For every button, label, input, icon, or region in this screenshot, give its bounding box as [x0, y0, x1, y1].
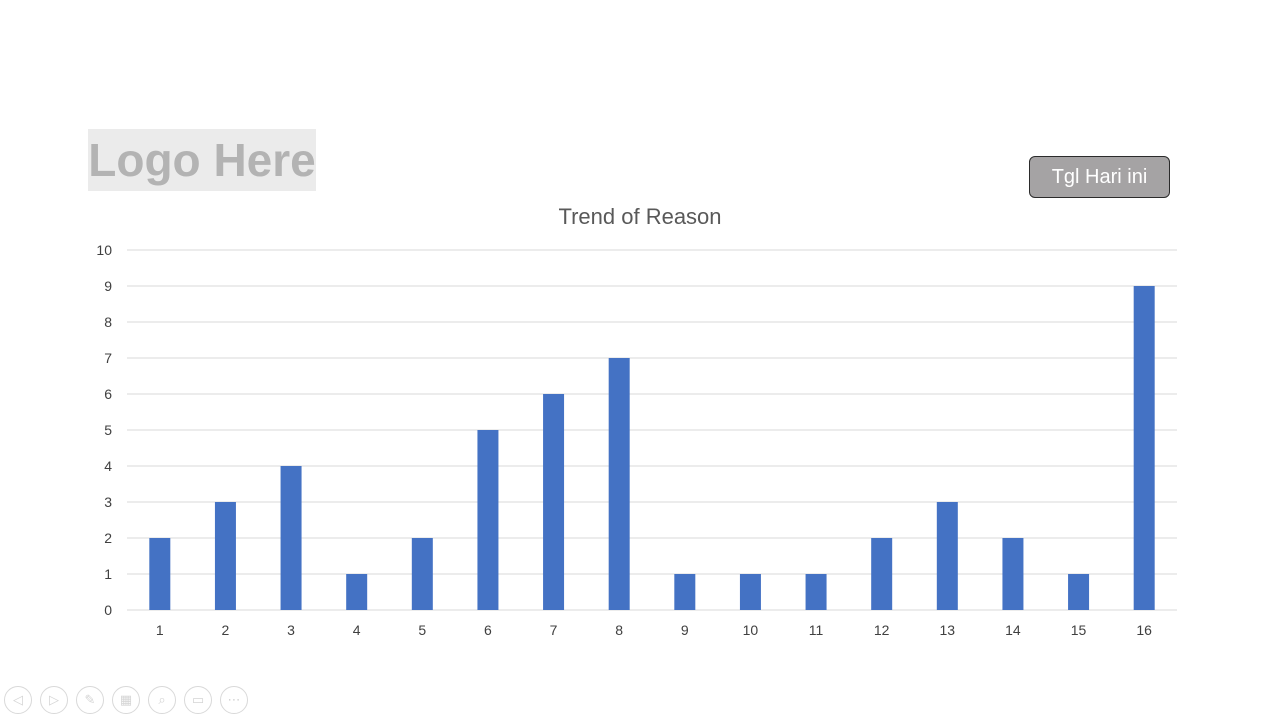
x-tick-label: 16 — [1136, 622, 1152, 638]
bar-2 — [214, 502, 236, 610]
x-tick-label: 3 — [287, 622, 295, 638]
x-tick-label: 13 — [940, 622, 956, 638]
y-tick-label: 5 — [104, 422, 112, 438]
slideshow-toolbar: ◁ ▷ ✎ ▦ ⌕ ▭ ⋯ — [4, 686, 248, 714]
x-tick-label: 14 — [1005, 622, 1021, 638]
bar-8 — [608, 358, 630, 610]
bar-13 — [936, 502, 958, 610]
bar-14 — [1002, 538, 1024, 610]
bar-12 — [871, 538, 893, 610]
y-tick-label: 10 — [96, 242, 112, 258]
bar-4 — [346, 574, 368, 610]
bar-6 — [477, 430, 499, 610]
bar-10 — [739, 574, 761, 610]
chart-title: Trend of Reason — [558, 204, 722, 229]
x-tick-label: 9 — [681, 622, 689, 638]
bar-1 — [149, 538, 171, 610]
x-tick-label: 1 — [156, 622, 164, 638]
x-tick-label: 11 — [809, 622, 824, 638]
x-tick-label: 15 — [1071, 622, 1087, 638]
bar-9 — [674, 574, 696, 610]
x-tick-label: 5 — [418, 622, 426, 638]
x-tick-label: 10 — [743, 622, 759, 638]
y-tick-label: 1 — [104, 566, 112, 582]
bar-11 — [805, 574, 827, 610]
previous-icon[interactable]: ◁ — [4, 686, 32, 714]
x-tick-label: 7 — [550, 622, 558, 638]
bar-5 — [411, 538, 433, 610]
x-tick-label: 6 — [484, 622, 492, 638]
next-icon[interactable]: ▷ — [40, 686, 68, 714]
pen-icon[interactable]: ✎ — [76, 686, 104, 714]
date-button[interactable]: Tgl Hari ini — [1029, 156, 1170, 198]
bar-3 — [280, 466, 302, 610]
logo-placeholder: Logo Here — [88, 129, 316, 191]
y-tick-label: 4 — [104, 458, 112, 474]
subtitles-icon[interactable]: ▭ — [184, 686, 212, 714]
bar-16 — [1133, 286, 1155, 610]
zoom-icon[interactable]: ⌕ — [148, 686, 176, 714]
x-tick-label: 12 — [874, 622, 890, 638]
slides-icon[interactable]: ▦ — [112, 686, 140, 714]
y-tick-label: 3 — [104, 494, 112, 510]
y-tick-label: 2 — [104, 530, 112, 546]
y-tick-label: 8 — [104, 314, 112, 330]
bar-15 — [1068, 574, 1090, 610]
more-icon[interactable]: ⋯ — [220, 686, 248, 714]
y-tick-label: 0 — [104, 602, 112, 618]
y-tick-label: 9 — [104, 278, 112, 294]
x-tick-label: 8 — [615, 622, 623, 638]
x-tick-label: 2 — [222, 622, 230, 638]
y-tick-label: 7 — [104, 350, 112, 366]
bar-7 — [543, 394, 565, 610]
x-tick-label: 4 — [353, 622, 361, 638]
y-tick-label: 6 — [104, 386, 112, 402]
